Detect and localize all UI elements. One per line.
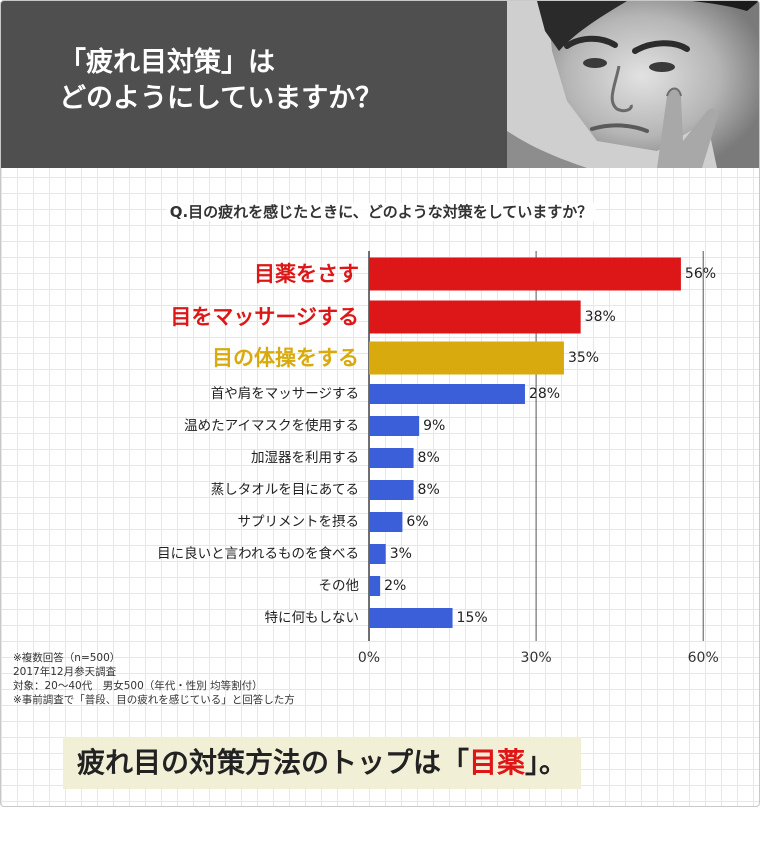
chart-category-label-first: 目薬をさす (254, 262, 359, 286)
chart-value-label: 15% (457, 610, 488, 626)
chart-x-tick-label: 30% (521, 650, 552, 666)
footnote-line: ※複数回答（n=500） (13, 652, 121, 664)
chart-value-label: 56% (685, 266, 716, 282)
footnote-line: ※事前調査で「普段、目の疲れを感じている」と回答した方 (13, 694, 295, 706)
chart-bar (369, 257, 681, 291)
header-title-line2: どのようにしていますか？ (59, 83, 383, 114)
chart-category-label-second: 目をマッサージする (170, 305, 359, 329)
header-banner: 「疲れ目対策」は どのようにしていますか？ (1, 1, 759, 168)
chart-value-label: 38% (585, 309, 616, 325)
chart-bar (369, 544, 386, 564)
footnote: ※複数回答（n=500） 2017年12月参天調査 対象：20〜40代 男女50… (13, 651, 295, 707)
conclusion-highlight: 目薬 (469, 746, 526, 779)
chart-value-label: 9% (423, 418, 445, 434)
chart-bar (369, 480, 414, 500)
survey-question: Q.目の疲れを感じたときに、どのような対策をしていますか？ (1, 201, 759, 222)
chart-bar (369, 512, 403, 532)
chart-value-label: 8% (418, 482, 440, 498)
chart-bar (369, 416, 420, 436)
header-title: 「疲れ目対策」は どのようにしていますか？ (59, 45, 382, 117)
conclusion-text-pre: 疲れ目の対策方法のトップは「 (77, 746, 470, 779)
chart-category-label: 温めたアイマスクを使用する (184, 417, 359, 434)
chart-value-label: 2% (384, 578, 406, 594)
chart-x-tick-label: 60% (688, 650, 719, 666)
chart-category-label: サプリメントを摂る (238, 514, 360, 530)
man-photo (507, 1, 759, 168)
chart-value-labels: 56% 38% 35% 28% 9% 8% 8% 6% 3% 2% 15% (384, 266, 716, 626)
chart-bar (369, 300, 581, 334)
chart-category-label: 特に何もしない (265, 610, 360, 626)
infographic-card: 「疲れ目対策」は どのようにしていますか？ (0, 0, 760, 807)
chart-value-label: 6% (406, 514, 428, 530)
bar-chart: 目薬をさす目をマッサージする目の体操をする首や肩をマッサージする温めたアイマスク… (157, 251, 719, 666)
chart-bars (369, 257, 681, 628)
chart-category-label: 首や肩をマッサージする (211, 386, 359, 402)
chart-value-label: 35% (568, 350, 599, 366)
chart-bar (369, 384, 525, 404)
chart-x-tick-label: 0% (358, 650, 380, 666)
chart-category-labels: 目薬をさす目をマッサージする目の体操をする首や肩をマッサージする温めたアイマスク… (157, 262, 359, 626)
chart-bar (369, 341, 564, 375)
chart-category-label: 蒸しタオルを目にあてる (211, 482, 359, 498)
chart-value-label: 8% (418, 450, 440, 466)
chart-bar (369, 608, 453, 628)
conclusion-banner: 疲れ目の対策方法のトップは「目薬」。 (63, 737, 582, 789)
chart-category-label-third: 目の体操をする (212, 346, 359, 370)
header-title-line1: 「疲れ目対策」は (59, 47, 275, 78)
man-photo-illustration (507, 1, 759, 168)
footnote-line: 2017年12月参天調査 (13, 666, 117, 678)
chart-axis-ticks: 0% 30% 60% (358, 650, 719, 666)
chart-bar (369, 576, 381, 596)
chart-bar (369, 448, 414, 468)
chart-category-label: その他 (319, 578, 360, 594)
chart-category-label: 目に良いと言われるものを食べる (157, 545, 359, 562)
conclusion-text-post: 」。 (525, 746, 568, 779)
chart-category-label: 加湿器を利用する (251, 450, 359, 466)
footnote-line: 対象：20〜40代 男女500（年代・性別 均等割付） (13, 680, 263, 692)
survey-question-text: Q.目の疲れを感じたときに、どのような対策をしていますか？ (165, 203, 597, 221)
chart-value-label: 3% (390, 546, 412, 562)
chart-value-label: 28% (529, 386, 560, 402)
